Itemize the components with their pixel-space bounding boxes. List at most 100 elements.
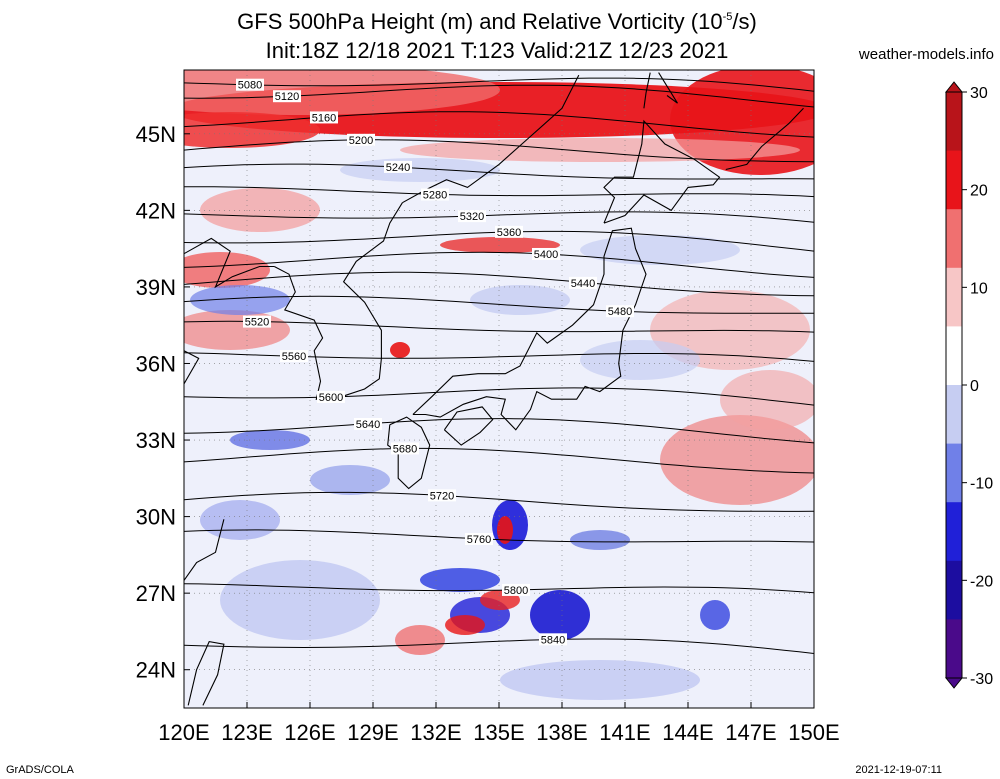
colorbar-label: -30: [970, 671, 993, 688]
contour-label-text: 5280: [423, 189, 447, 201]
colorbar-top-arrow: [944, 81, 964, 93]
contour-label: 5080: [236, 78, 264, 92]
contour-label-text: 5080: [238, 80, 262, 92]
lon-tick-label: 141E: [599, 720, 650, 745]
lon-tick-label: 147E: [725, 720, 776, 745]
height-contours: [184, 77, 814, 654]
lat-tick-label: 45N: [136, 122, 176, 147]
vorticity-cell: [200, 188, 320, 232]
vorticity-cell: [470, 285, 570, 315]
lat-tick-label: 39N: [136, 275, 176, 300]
contour-label: 5160: [310, 111, 338, 124]
height-contour-5240: [184, 163, 814, 180]
contour-label-text: 5800: [504, 585, 528, 597]
contour-label: 5680: [391, 442, 419, 455]
colorbar-segment: [946, 209, 962, 269]
contour-label-bg: [347, 133, 375, 146]
longitude-axis: 120E 123E 126E 129E 132E 135E 138E 141E 144E 147E…: [158, 702, 840, 745]
vorticity-cell: [530, 590, 590, 640]
contour-label-bg: [421, 188, 449, 201]
colorbar-segment: [946, 619, 962, 679]
colorbar-segment: [946, 560, 962, 620]
height-contour-5520: [184, 320, 814, 333]
coastline-path: [643, 72, 651, 109]
vorticity-cell: [580, 235, 740, 265]
height-contour-5440: [184, 271, 814, 297]
contour-label-text: 5720: [430, 490, 454, 502]
vorticity-cell: [660, 415, 814, 505]
contour-label-bg: [532, 247, 560, 260]
graticule: [184, 70, 814, 708]
lat-tick-label: 36N: [136, 351, 176, 376]
contour-label: 5360: [495, 225, 523, 239]
colorbar-segment: [946, 385, 962, 445]
lat-tick-label: 33N: [136, 428, 176, 453]
contour-label: 5320: [458, 210, 486, 223]
contour-label: 5560: [280, 350, 308, 363]
contour-label-text: 5480: [608, 306, 632, 318]
contour-label-bg: [317, 390, 345, 403]
vorticity-cell: [390, 342, 410, 358]
contour-label: 5200: [347, 133, 375, 147]
lat-tick-label: 42N: [136, 198, 176, 223]
chart-title-line1: GFS 500hPa Height (m) and Relative Vorti…: [237, 9, 757, 34]
colorbar-segment: [946, 150, 962, 210]
contour-label-text: 5320: [460, 211, 484, 223]
contour-label: 5400: [532, 247, 560, 261]
colorbar-label: -10: [970, 476, 993, 493]
coastline-path: [725, 107, 804, 171]
height-contour-5080: [184, 77, 814, 92]
coastline-path: [184, 519, 225, 581]
colorbar-segment: [946, 92, 962, 152]
contour-label-text: 5680: [393, 443, 417, 455]
contour-label: 5440: [569, 276, 597, 290]
contour-label: 5120: [273, 90, 301, 103]
contour-label-text: 5400: [534, 249, 558, 261]
contour-label-bg: [391, 442, 419, 455]
contour-label: 5600: [317, 390, 345, 404]
vorticity-cell: [400, 138, 800, 162]
vorticity-cell: [570, 530, 630, 550]
colorbar-segment: [946, 502, 962, 562]
chart-title-line2: Init:18Z 12/18 2021 T:123 Valid:21Z 12/2…: [266, 38, 729, 63]
height-contour-5840: [184, 638, 814, 654]
contour-label-bg: [310, 111, 338, 124]
vorticity-cell: [200, 500, 280, 540]
contour-label-bg: [539, 633, 567, 646]
contour-label: 5760: [465, 532, 493, 546]
lon-tick-label: 120E: [158, 720, 209, 745]
coastline-path: [402, 74, 580, 204]
site-credit[interactable]: weather-models.info: [858, 46, 994, 63]
colorbar-label: -20: [970, 573, 993, 590]
contour-label-text: 5840: [541, 634, 565, 646]
lat-tick-label: 24N: [136, 658, 176, 683]
height-contour-5600: [184, 387, 814, 406]
contour-label-bg: [354, 417, 382, 430]
contour-label-bg: [243, 315, 271, 328]
contour-label-text: 5600: [319, 392, 343, 404]
lon-tick-label: 123E: [221, 720, 272, 745]
contour-label-text: 5640: [356, 419, 380, 431]
colorbar-label: 30: [970, 85, 988, 102]
vorticity-cell: [310, 465, 390, 495]
colorbar-label: 0: [970, 378, 979, 395]
height-contour-5760: [184, 529, 814, 543]
contour-label-text: 5120: [275, 91, 299, 103]
contour-label-bg: [495, 225, 523, 238]
contour-label: 5240: [384, 160, 412, 174]
contour-label: 5520: [243, 315, 271, 329]
lon-tick-label: 132E: [410, 720, 461, 745]
vorticity-cell: [340, 158, 500, 182]
map-area: 5080 5120 5160 5200 5240 5280 5320 5360 5400 5440…: [184, 70, 814, 708]
vorticity-cell: [700, 600, 730, 630]
contour-label: 5280: [421, 188, 449, 201]
contour-label-text: 5560: [282, 351, 306, 363]
height-contour-5480: [184, 295, 814, 314]
coastline-path: [443, 406, 494, 446]
vorticity-cell: [184, 112, 320, 148]
lat-tick-label: 27N: [136, 581, 176, 606]
colorbar-label: 10: [970, 280, 988, 297]
height-contour-5280: [184, 186, 814, 198]
contour-label-bg: [606, 305, 634, 318]
